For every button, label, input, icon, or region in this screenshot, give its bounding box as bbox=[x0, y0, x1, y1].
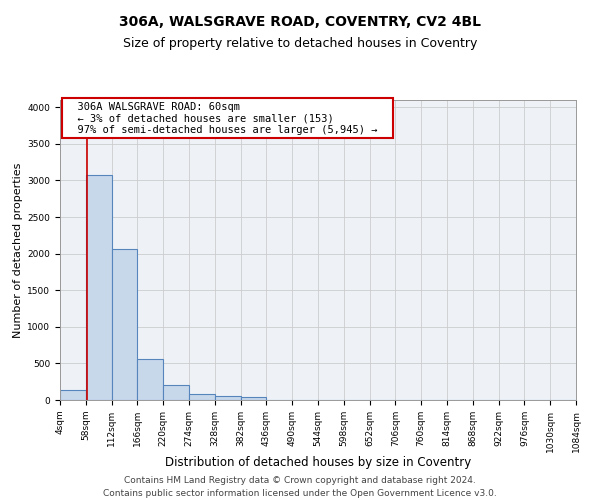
Bar bbox=[60, 390, 86, 400]
Bar bbox=[189, 394, 215, 400]
Bar bbox=[215, 396, 241, 400]
Bar bbox=[86, 174, 112, 400]
Bar bbox=[112, 250, 137, 400]
Y-axis label: Number of detached properties: Number of detached properties bbox=[13, 162, 23, 338]
Bar bbox=[163, 384, 189, 400]
Text: Size of property relative to detached houses in Coventry: Size of property relative to detached ho… bbox=[123, 38, 477, 51]
X-axis label: Distribution of detached houses by size in Coventry: Distribution of detached houses by size … bbox=[165, 456, 471, 469]
Bar bbox=[137, 359, 163, 400]
Bar bbox=[241, 397, 266, 400]
Text: 306A, WALSGRAVE ROAD, COVENTRY, CV2 4BL: 306A, WALSGRAVE ROAD, COVENTRY, CV2 4BL bbox=[119, 15, 481, 29]
Text: 306A WALSGRAVE ROAD: 60sqm  
  ← 3% of detached houses are smaller (153)  
  97%: 306A WALSGRAVE ROAD: 60sqm ← 3% of detac… bbox=[65, 102, 390, 134]
Text: Contains HM Land Registry data © Crown copyright and database right 2024.
Contai: Contains HM Land Registry data © Crown c… bbox=[103, 476, 497, 498]
